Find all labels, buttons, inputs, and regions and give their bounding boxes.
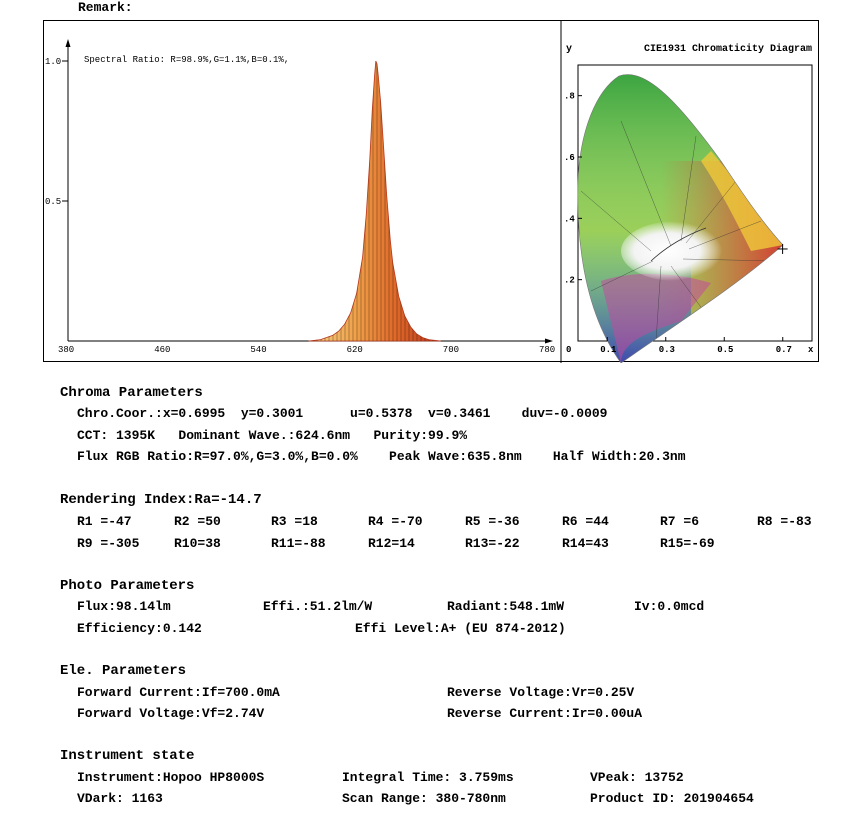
- cie-title: CIE1931 Chromaticity Diagram: [644, 43, 812, 55]
- cie-x-label: x: [808, 345, 814, 355]
- cie-x-tick-label: 0: [566, 345, 571, 355]
- spectrum-x-tick-label: 700: [443, 345, 459, 355]
- spectrum-y-tick-label: 1.0: [45, 57, 61, 67]
- rendering-index-value: R11=-88: [271, 536, 326, 551]
- photo-flux: Flux:98.14lm: [77, 599, 171, 614]
- cie-x-tick-label: 0.5: [717, 345, 733, 355]
- ele-forward-voltage: Forward Voltage:Vf=2.74V: [77, 706, 265, 721]
- spectrum-x-tick-label: 460: [154, 345, 170, 355]
- instrument-integral-time: Integral Time: 3.759ms: [342, 770, 514, 785]
- instrument-section-title: Instrument state: [60, 748, 195, 764]
- rendering-index-value: R1 =-47: [77, 514, 132, 529]
- instrument-name: Instrument:Hopoo HP8000S: [77, 770, 265, 785]
- ele-forward-current: Forward Current:If=700.0mA: [77, 685, 280, 700]
- rendering-section-title: Rendering Index:Ra=-14.7: [60, 492, 262, 508]
- rendering-index-value: R2 =50: [174, 514, 221, 529]
- rendering-index-value: R5 =-36: [465, 514, 520, 529]
- instrument-product-id: Product ID: 201904654: [590, 791, 754, 806]
- chroma-cct-dominant: CCT: 1395K Dominant Wave.:624.6nm Purity…: [77, 428, 468, 443]
- ele-reverse-voltage: Reverse Voltage:Vr=0.25V: [447, 685, 635, 700]
- ele-reverse-current: Reverse Current:Ir=0.00uA: [447, 706, 643, 721]
- cie-axis: 0 0.1 0.3 0.5 0.7 .8 .6 .4 .2: [564, 92, 792, 355]
- rendering-index-value: R4 =-70: [368, 514, 423, 529]
- spectrum-x-tick-label: 780: [539, 345, 555, 355]
- rendering-index-value: R8 =-83: [757, 514, 812, 529]
- spectrum-x-tick-label: 380: [58, 345, 74, 355]
- spectrum-stripes: [308, 61, 441, 341]
- cie-x-tick-label: 0.1: [600, 345, 617, 355]
- chroma-section-title: Chroma Parameters: [60, 385, 203, 401]
- cie-y-tick-label: .8: [564, 92, 575, 102]
- rendering-index-value: R3 =18: [271, 514, 318, 529]
- photo-section-title: Photo Parameters: [60, 578, 195, 594]
- spectral-ratio-annotation: Spectral Ratio: R=98.9%,G=1.1%,B=0.1%,: [84, 55, 289, 65]
- cie-x-tick-label: 0.3: [659, 345, 675, 355]
- rendering-index-value: R12=14: [368, 536, 415, 551]
- spectrum-curve: [308, 60, 441, 342]
- ele-section-title: Ele. Parameters: [60, 663, 187, 679]
- cie-y-tick-label: .6: [564, 153, 575, 163]
- photo-iv: Iv:0.0mcd: [634, 599, 705, 614]
- spectrum-x-tick-label: 540: [250, 345, 266, 355]
- spectrum-y-tick-label: 0.5: [45, 197, 61, 207]
- rendering-index-value: R7 =6: [660, 514, 700, 529]
- rendering-index-value: R14=43: [562, 536, 609, 551]
- photo-effi-level: Effi Level:A+ (EU 874-2012): [355, 621, 566, 636]
- photo-radiant: Radiant:548.1mW: [447, 599, 565, 614]
- cie-y-tick-label: .2: [564, 276, 575, 286]
- instrument-vpeak: VPeak: 13752: [590, 770, 684, 785]
- rendering-index-value: R6 =44: [562, 514, 609, 529]
- spectrum-axes: [62, 39, 553, 344]
- photo-effi: Effi.:51.2lm/W: [263, 599, 373, 614]
- spectrum-tick-labels: 380 460 540 620 700 780 1.0 0.5: [45, 57, 555, 355]
- cie-y-tick-label: .4: [564, 214, 575, 224]
- photo-efficiency: Efficiency:0.142: [77, 621, 202, 636]
- chroma-flux-rgb: Flux RGB Ratio:R=97.0%,G=3.0%,B=0.0% Pea…: [77, 449, 686, 464]
- instrument-vdark: VDark: 1163: [77, 791, 163, 806]
- cie-x-tick-label: 0.7: [776, 345, 792, 355]
- charts-panel: 380 460 540 620 700 780 1.0 0.5 Spectral Ratio:…: [43, 20, 819, 363]
- remark-label: Remark:: [78, 0, 133, 15]
- rendering-index-value: R9 =-305: [77, 536, 140, 551]
- chroma-coordinates: Chro.Coor.:x=0.6995 y=0.3001 u=0.5378 v=…: [77, 406, 608, 421]
- cie-horseshoe: [577, 74, 784, 363]
- rendering-index-value: R10=38: [174, 536, 221, 551]
- rendering-index-value: R13=-22: [465, 536, 520, 551]
- spectrum-x-tick-label: 620: [347, 345, 363, 355]
- instrument-scan-range: Scan Range: 380-780nm: [342, 791, 506, 806]
- cie-y-label: y: [566, 44, 572, 55]
- rendering-index-value: R15=-69: [660, 536, 715, 551]
- cie-chromaticity-point: [777, 243, 788, 254]
